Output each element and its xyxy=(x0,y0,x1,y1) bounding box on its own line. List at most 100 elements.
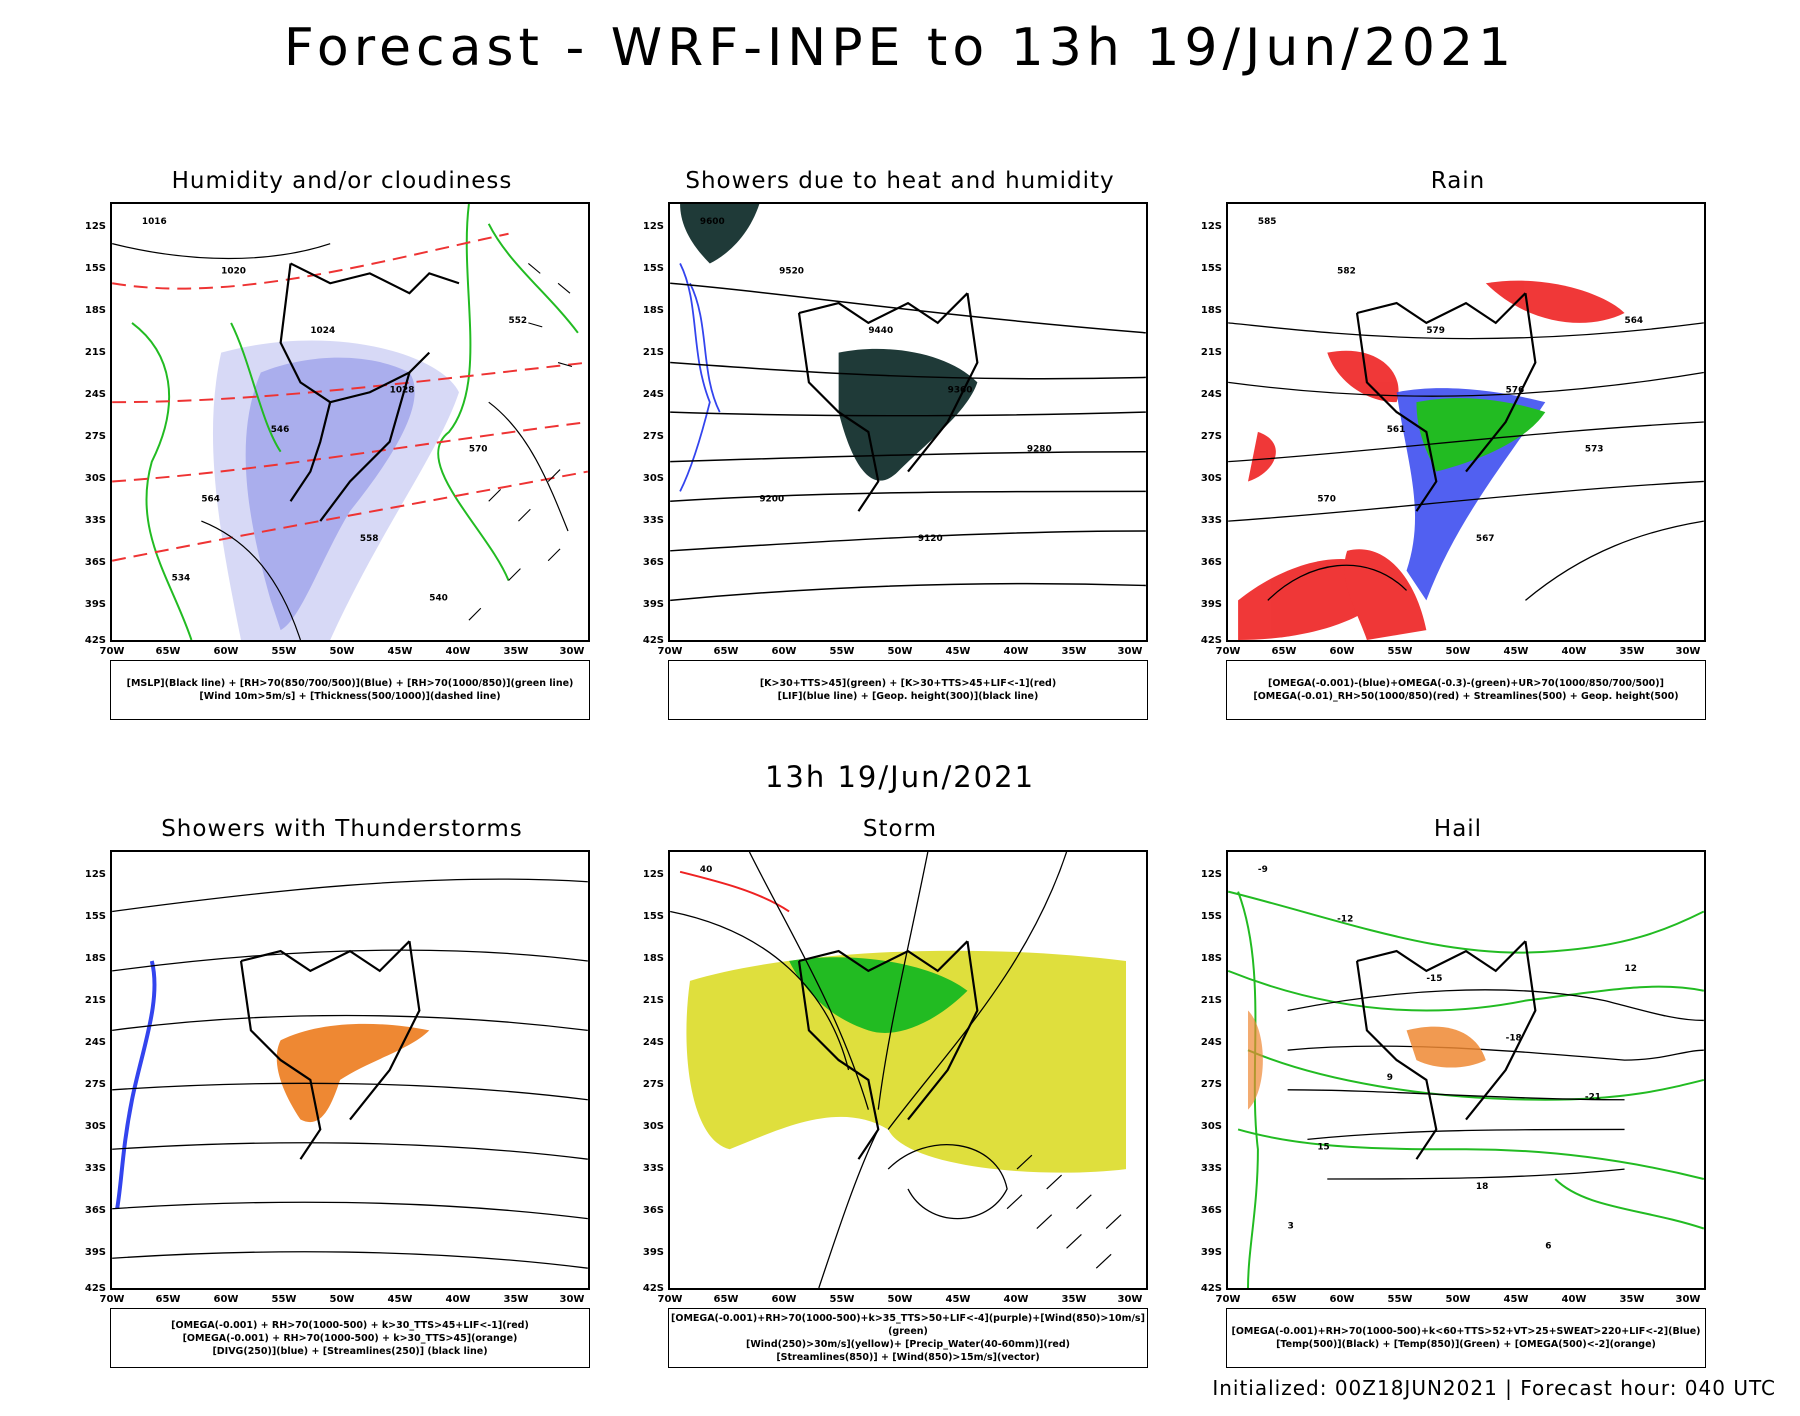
lat-label: 39S xyxy=(642,599,664,610)
contour-label: 3 xyxy=(1288,1222,1294,1232)
lon-label: 30W xyxy=(559,1294,585,1305)
lon-label: 40W xyxy=(1561,646,1587,657)
map-svg: 585 582 579 576 573 570 567 564 561 xyxy=(1228,217,1704,640)
lat-label: 33S xyxy=(642,1163,664,1174)
legend-line: [OMEGA(-0.01)_RH>50(1000/850)(red) + Str… xyxy=(1253,691,1679,702)
lon-label: 40W xyxy=(1003,1294,1029,1305)
temp850-green-contours xyxy=(1228,890,1704,1288)
lat-label: 36S xyxy=(642,557,664,568)
lon-label: 45W xyxy=(387,1294,413,1305)
lon-label: 35W xyxy=(1061,1294,1087,1305)
lon-label: 45W xyxy=(1503,1294,1529,1305)
panel-title: Showers due to heat and humidity xyxy=(685,168,1115,194)
lat-label: 30S xyxy=(84,473,106,484)
lon-label: 55W xyxy=(271,646,297,657)
lat-label: 12S xyxy=(1200,869,1222,880)
contour-label: 561 xyxy=(1387,425,1406,435)
lat-label: 33S xyxy=(1200,515,1222,526)
lat-label: 15S xyxy=(84,911,106,922)
contour-label: -21 xyxy=(1585,1093,1601,1103)
lon-label: 35W xyxy=(503,646,529,657)
contour-label: 585 xyxy=(1258,217,1277,227)
lat-label: 30S xyxy=(642,1121,664,1132)
panel-rain: Rain 5 xyxy=(1178,168,1738,768)
wind-vectors xyxy=(1006,1154,1122,1269)
divergence-blue-line xyxy=(115,960,157,1210)
streamlines xyxy=(1228,322,1704,601)
lat-label: 27S xyxy=(1200,431,1222,442)
lat-label: 15S xyxy=(642,263,664,274)
lat-label: 39S xyxy=(1200,599,1222,610)
lon-label: 30W xyxy=(1117,1294,1143,1305)
lat-label: 15S xyxy=(1200,263,1222,274)
map-plot: 40 xyxy=(668,850,1148,1290)
map-svg: 1016 1020 1024 1028 570 564 558 552 546 540 534 xyxy=(112,204,588,640)
lon-label: 70W xyxy=(99,1294,125,1305)
lat-label: 21S xyxy=(1200,347,1222,358)
contour-label: 9200 xyxy=(759,494,784,504)
lon-label: 30W xyxy=(1117,646,1143,657)
lat-label: 24S xyxy=(1200,389,1222,400)
legend-line: [Wind 10m>5m/s] + [Thickness(500/1000)](… xyxy=(199,691,501,702)
lon-label: 50W xyxy=(1445,646,1471,657)
contour-label: -18 xyxy=(1506,1033,1522,1043)
contour-label: 9120 xyxy=(918,534,943,544)
map-svg xyxy=(112,878,588,1269)
lat-label: 33S xyxy=(1200,1163,1222,1174)
humidity-green-contours xyxy=(131,204,579,640)
lon-label: 50W xyxy=(329,646,355,657)
legend-line: [OMEGA(-0.001)+RH>70(1000-500)+k<60+TTS>… xyxy=(1231,1326,1701,1337)
contour-label: 573 xyxy=(1585,445,1604,455)
lon-label: 45W xyxy=(1503,646,1529,657)
lon-label: 60W xyxy=(771,1294,797,1305)
country-borders xyxy=(239,940,421,1160)
lon-label: 70W xyxy=(1215,1294,1241,1305)
lat-label: 27S xyxy=(642,1079,664,1090)
panel-title: Storm xyxy=(862,816,938,842)
lon-label: 65W xyxy=(155,1294,181,1305)
map-plot: 585 582 579 576 573 570 567 564 561 xyxy=(1226,202,1706,642)
lat-label: 15S xyxy=(642,911,664,922)
lat-label: 21S xyxy=(84,995,106,1006)
country-borders xyxy=(797,292,979,512)
contour-label: 15 xyxy=(1317,1142,1329,1152)
lon-label: 55W xyxy=(829,1294,855,1305)
lon-label: 60W xyxy=(213,1294,239,1305)
country-borders xyxy=(797,940,979,1160)
lat-label: 15S xyxy=(1200,911,1222,922)
contour-label: 546 xyxy=(271,425,290,435)
lon-label: 50W xyxy=(1445,1294,1471,1305)
panel-thunderstorms: Showers with Thunderstorms 12S 15S 18S 2… xyxy=(62,816,622,1416)
showers-area xyxy=(838,348,978,481)
panel-humidity: Humidity and/or cloudiness xyxy=(62,168,622,768)
precip-water-red-line xyxy=(679,870,790,913)
lon-label: 55W xyxy=(1387,646,1413,657)
lon-label: 30W xyxy=(559,646,585,657)
map-plot: -9 -12 -15 -18 -21 15 18 12 9 6 3 xyxy=(1226,850,1706,1290)
contour-label: 576 xyxy=(1506,385,1525,395)
lat-label: 12S xyxy=(1200,221,1222,232)
lat-label: 33S xyxy=(84,515,106,526)
lat-label: 27S xyxy=(84,431,106,442)
temp500-black-contours xyxy=(1287,989,1704,1180)
lat-label: 36S xyxy=(1200,557,1222,568)
lat-label: 42S xyxy=(1200,635,1222,646)
contour-label: 564 xyxy=(1625,316,1644,326)
legend-line: [OMEGA(-0.001) + RH>70(1000-500) + k>30_… xyxy=(171,1319,529,1331)
lat-label: 18S xyxy=(84,305,106,316)
contour-label: 9440 xyxy=(868,326,893,336)
lon-label: 40W xyxy=(1561,1294,1587,1305)
lat-label: 42S xyxy=(84,1283,106,1294)
lat-label: 27S xyxy=(642,431,664,442)
lat-label: 36S xyxy=(1200,1205,1222,1216)
contour-label: -12 xyxy=(1337,914,1353,924)
panel-storm: Storm 40 xyxy=(620,816,1180,1416)
contour-label: -15 xyxy=(1426,974,1442,984)
lon-label: 30W xyxy=(1675,646,1701,657)
lon-label: 35W xyxy=(1061,646,1087,657)
contour-label: 40 xyxy=(700,865,712,875)
lat-label: 12S xyxy=(642,869,664,880)
legend-line: [MSLP](Black line) + [RH>70(850/700/500)… xyxy=(126,678,574,689)
lat-label: 39S xyxy=(84,599,106,610)
rain-red-areas xyxy=(1238,280,1625,640)
